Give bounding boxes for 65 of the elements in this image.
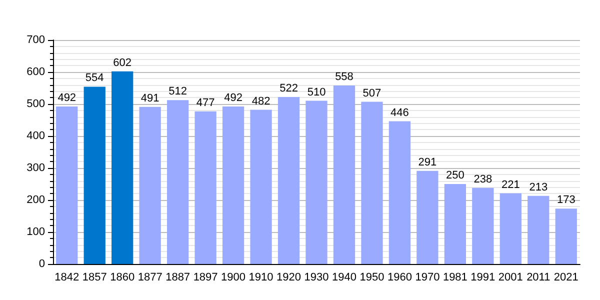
bar (139, 106, 161, 264)
y-tick-label: 0 (38, 258, 45, 270)
bar (222, 106, 244, 264)
bar (306, 100, 328, 264)
data-label: 492 (224, 92, 242, 104)
data-label: 446 (390, 106, 409, 119)
bar (112, 71, 134, 264)
data-label: 250 (446, 170, 464, 182)
x-tick-label: 1920 (276, 272, 302, 284)
data-label: 221 (501, 178, 520, 191)
data-label: 558 (335, 70, 354, 83)
x-tick-label: 1940 (332, 272, 356, 284)
bar (333, 85, 356, 264)
x-tick-label: 2001 (498, 272, 523, 284)
x-tick-label: 1842 (54, 272, 80, 284)
x-tick-label: 1960 (387, 272, 412, 284)
y-tick-label: 100 (26, 226, 45, 238)
x-tick-label: 1877 (138, 272, 162, 284)
x-tick-label: 1970 (415, 272, 440, 284)
data-label: 554 (85, 72, 104, 84)
bar (528, 196, 550, 264)
x-tick-label: 1857 (82, 272, 107, 284)
x-tick-label: 2011 (526, 272, 550, 284)
x-tick-label: 1900 (221, 272, 246, 284)
x-tick-label: 1860 (110, 272, 135, 284)
x-tick-label: 1991 (470, 272, 496, 284)
bar (84, 86, 106, 264)
bar (500, 193, 522, 264)
y-tick-label: 600 (26, 66, 45, 78)
data-label: 512 (168, 86, 187, 98)
bar (250, 110, 272, 264)
bar (194, 111, 216, 264)
y-tick-label: 500 (26, 98, 45, 110)
data-label: 602 (113, 56, 132, 69)
bar (472, 188, 494, 264)
bar (416, 170, 438, 264)
data-label: 507 (362, 87, 382, 100)
x-tick-label: 1981 (442, 272, 468, 284)
x-tick-label: 1910 (248, 272, 274, 284)
data-label: 213 (529, 181, 548, 194)
bar (555, 208, 577, 264)
bar (444, 184, 466, 264)
data-label: 291 (418, 156, 437, 168)
x-tick-label: 2021 (554, 272, 578, 284)
y-tick-label: 200 (26, 194, 45, 206)
data-label: 492 (58, 92, 76, 104)
y-tick-label: 300 (26, 162, 45, 174)
y-tick-label: 700 (26, 34, 45, 46)
bar (56, 106, 78, 264)
x-tick-label: 1897 (193, 272, 218, 284)
data-label: 491 (140, 92, 160, 104)
data-label: 510 (307, 86, 326, 98)
data-label: 482 (252, 95, 270, 108)
bar (388, 121, 411, 264)
data-label: 477 (196, 96, 215, 109)
y-tick-label: 400 (26, 130, 45, 142)
x-tick-label: 1950 (360, 272, 384, 284)
x-tick-label: 1930 (304, 272, 329, 284)
bar (361, 102, 383, 264)
bar (278, 96, 300, 264)
x-tick-label: 1887 (166, 272, 190, 284)
data-label: 238 (474, 173, 492, 186)
data-label: 173 (556, 194, 576, 206)
data-label: 522 (280, 82, 298, 94)
bar (167, 100, 189, 264)
